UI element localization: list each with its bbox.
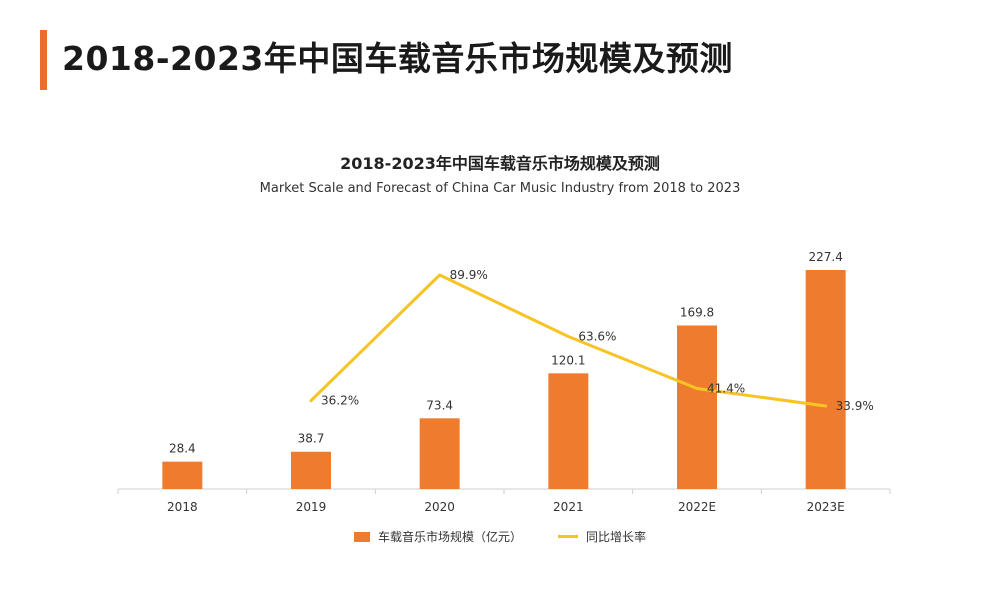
line-value-label: 41.4% <box>707 381 745 395</box>
line-value-label: 33.9% <box>836 399 874 413</box>
bar-2022E <box>677 325 717 489</box>
line-value-label: 63.6% <box>578 330 616 344</box>
chart-subtitle: Market Scale and Forecast of China Car M… <box>259 181 741 196</box>
bar-2020 <box>419 418 460 489</box>
x-tick-label: 2021 <box>553 500 584 514</box>
bar-2019 <box>291 451 331 489</box>
legend-swatch-line <box>558 535 578 538</box>
legend-item-market-scale: 车载音乐市场规模（亿元） <box>353 528 522 545</box>
legend-item-growth-rate: 同比增长率 <box>558 528 646 545</box>
bar-value-label: 169.8 <box>680 305 714 319</box>
line-value-label: 36.2% <box>321 394 359 408</box>
bar-value-label: 227.4 <box>808 250 842 264</box>
bar-value-label: 120.1 <box>551 353 585 367</box>
chart-title: 2018-2023年中国车载音乐市场规模及预测 <box>340 154 660 173</box>
legend-label-market-scale: 车载音乐市场规模（亿元） <box>377 530 522 544</box>
bar-value-label: 73.4 <box>426 398 453 412</box>
x-tick-label: 2019 <box>296 500 327 514</box>
growth-rate-line <box>309 273 828 408</box>
bar-2018 <box>162 461 203 489</box>
bar-value-label: 28.4 <box>169 442 196 456</box>
legend-swatch-bar <box>353 531 370 542</box>
legend-label-growth-rate: 同比增长率 <box>586 530 647 544</box>
title-accent-bar <box>40 30 47 90</box>
line-value-label: 89.9% <box>450 268 488 282</box>
x-tick-label: 2023E <box>807 500 845 514</box>
bar-2023E <box>805 270 846 489</box>
x-tick-label: 2018 <box>167 500 198 514</box>
bar-2021 <box>548 373 589 489</box>
chart-legend: 车载音乐市场规模（亿元） 同比增长率 <box>0 528 1000 545</box>
x-tick-label: 2020 <box>424 500 455 514</box>
page-title: 2018-2023年中国车载音乐市场规模及预测 <box>62 39 733 78</box>
x-tick-label: 2022E <box>678 500 716 514</box>
bar-value-label: 38.7 <box>298 432 325 446</box>
